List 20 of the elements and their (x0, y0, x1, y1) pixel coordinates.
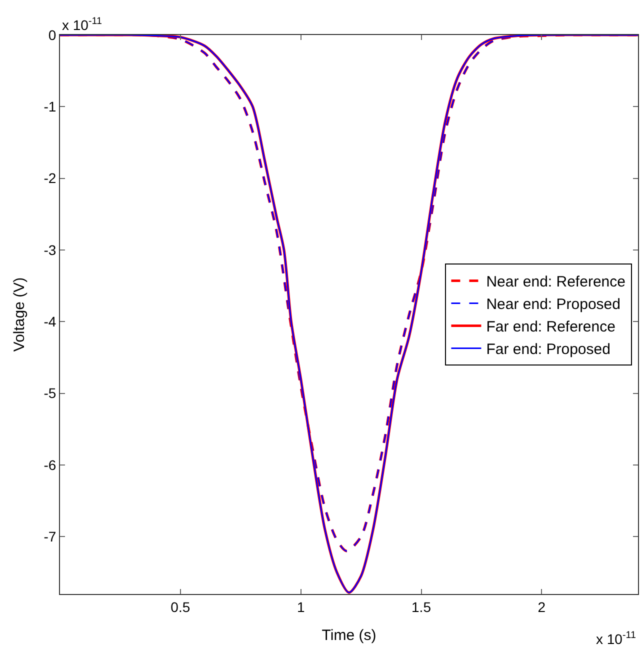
y-axis-title: Voltage (V) (10, 277, 28, 352)
y-tick-label: -2 (44, 170, 56, 186)
y-tick-label: 0 (48, 26, 56, 43)
x-tick-label: 2 (538, 598, 546, 615)
x-tick-label: 1 (296, 598, 305, 615)
y-tick-label: -3 (44, 242, 56, 258)
x-tick-label: 0.5 (170, 598, 190, 615)
text: x 10$^{-11}$ (596, 630, 636, 647)
legend-label: Far end: Proposed (486, 341, 610, 358)
legend-label: Near end: Reference (486, 274, 626, 291)
legend-label: Near end: Proposed (486, 296, 620, 314)
text: x 10$^{-11}$ (62, 16, 102, 33)
y-tick-label: -7 (44, 528, 56, 545)
y-tick-label: -5 (44, 385, 56, 402)
legend-label: Far end: Reference (486, 318, 616, 336)
x-tick-label: 1.5 (412, 598, 432, 615)
y-tick-label: -4 (44, 314, 56, 330)
x-axis-title: Time (s) (322, 626, 376, 644)
y-tick-label: -6 (44, 456, 56, 473)
y-tick-label: -1 (44, 98, 56, 115)
